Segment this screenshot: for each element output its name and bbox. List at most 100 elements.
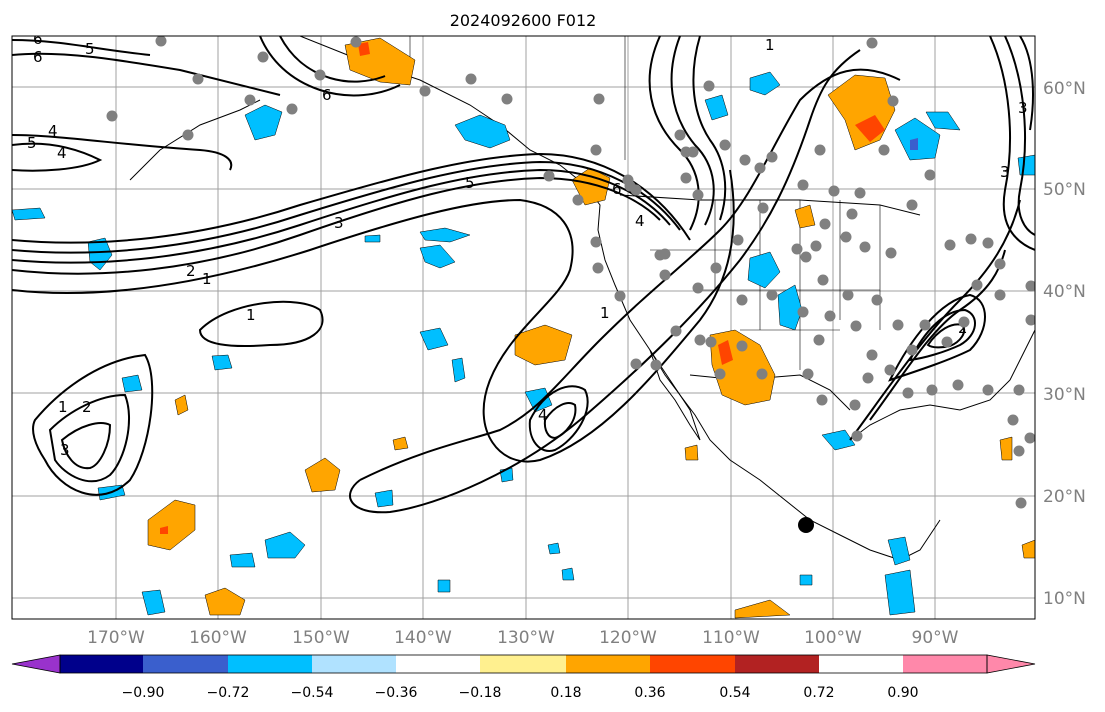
station-dot (736, 294, 748, 306)
station-dot (982, 384, 994, 396)
contour-line (1019, 36, 1034, 131)
contour-label: 3 (1000, 163, 1010, 181)
anomaly-negative (747, 251, 781, 289)
station-dot (1025, 280, 1035, 292)
lon-label: 120°W (599, 628, 657, 648)
station-dot (766, 289, 778, 301)
gulf-coast (849, 329, 1035, 441)
contour-label: 1 (600, 304, 610, 322)
anomaly-strong-positive (855, 115, 885, 142)
station-dot (797, 306, 809, 318)
anomaly-negative (419, 244, 456, 269)
station-dot (687, 146, 699, 158)
station-dot (885, 247, 897, 259)
contour-line (359, 68, 901, 481)
colorbar-tick: 0.54 (719, 685, 750, 701)
contour-line (12, 168, 671, 264)
station-dot (851, 430, 863, 442)
lon-label: 170°W (87, 628, 145, 648)
anomaly-negative (524, 387, 553, 413)
station-dot (1013, 384, 1025, 396)
station-dot (971, 279, 983, 291)
station-dot (650, 359, 662, 371)
contour-line (12, 176, 661, 275)
station-dot (878, 144, 890, 156)
colorbar-tick: −0.36 (375, 685, 418, 701)
contour-line (670, 36, 715, 226)
anomaly-strong-negative (910, 138, 918, 150)
station-dot (926, 384, 938, 396)
station-dot (1025, 314, 1035, 326)
station-dot (817, 274, 829, 286)
colorbar-segment (566, 655, 650, 673)
lon-label: 90°W (912, 628, 959, 648)
colorbar-segment (143, 655, 228, 673)
station-dot (1007, 414, 1019, 426)
anomaly-strong-positive (160, 526, 168, 534)
station-dot (593, 93, 605, 105)
contour-line (543, 402, 577, 440)
anomaly-negative (229, 552, 256, 568)
station-dot (819, 218, 831, 230)
contour-line (1004, 36, 1035, 236)
contour-label: 4 (538, 406, 548, 424)
anomaly-negative (264, 531, 306, 559)
anomaly-negative (1017, 154, 1035, 176)
lon-label: 100°W (804, 628, 862, 648)
contour-line (12, 39, 151, 56)
contour-label: 2 (186, 262, 196, 280)
station-dot (840, 231, 852, 243)
anomaly-negative (419, 227, 471, 243)
station-dot (791, 243, 803, 255)
contour-line (32, 353, 154, 496)
anomaly-negative (12, 207, 46, 221)
station-dot (849, 399, 861, 411)
contour-line (12, 169, 735, 463)
colorbar-segment (396, 655, 480, 673)
station-dot (859, 241, 871, 253)
observation-stations (106, 36, 1035, 509)
station-dot (828, 185, 840, 197)
station-dot (106, 110, 118, 122)
aleutian-chain (129, 99, 261, 181)
anomaly-negative (821, 429, 856, 451)
contour-line (692, 36, 727, 221)
station-dot (286, 103, 298, 115)
station-dot (754, 162, 766, 174)
strong-positive-anomaly-regions (160, 42, 885, 534)
anomaly-strong-positive (718, 340, 733, 365)
baja-california (649, 349, 701, 441)
anomaly-negative (799, 574, 813, 586)
station-dot (958, 316, 970, 328)
station-dot (866, 349, 878, 361)
lat-label: 40°N (1043, 282, 1086, 302)
station-dot (766, 151, 778, 163)
colorbar-tick-labels: −0.90 −0.72 −0.54 −0.36 −0.18 0.18 0.36 … (122, 685, 919, 701)
contour-line (869, 249, 1006, 421)
station-dot (501, 93, 513, 105)
station-dot (680, 172, 692, 184)
lat-label: 30°N (1043, 385, 1086, 405)
station-dot (1015, 497, 1027, 509)
station-dot (941, 336, 953, 348)
storm-center-marker (798, 517, 814, 533)
anomaly-positive (204, 587, 246, 616)
contour-line (12, 134, 233, 171)
station-dot (902, 387, 914, 399)
contour-line (198, 300, 324, 348)
plot-frame (11, 35, 1036, 620)
anomaly-negative (141, 589, 166, 616)
anomaly-negative (887, 536, 911, 566)
station-dot (732, 234, 744, 246)
station-dot (192, 73, 204, 85)
station-dot (816, 394, 828, 406)
station-dot (850, 320, 862, 332)
contour-label: 3 (60, 441, 70, 459)
contour-line (259, 36, 401, 97)
lon-label: 150°W (292, 628, 350, 648)
station-dot (824, 310, 836, 322)
station-dot (965, 233, 977, 245)
negative-anomaly-regions (12, 71, 1035, 616)
contour-line (349, 49, 861, 514)
